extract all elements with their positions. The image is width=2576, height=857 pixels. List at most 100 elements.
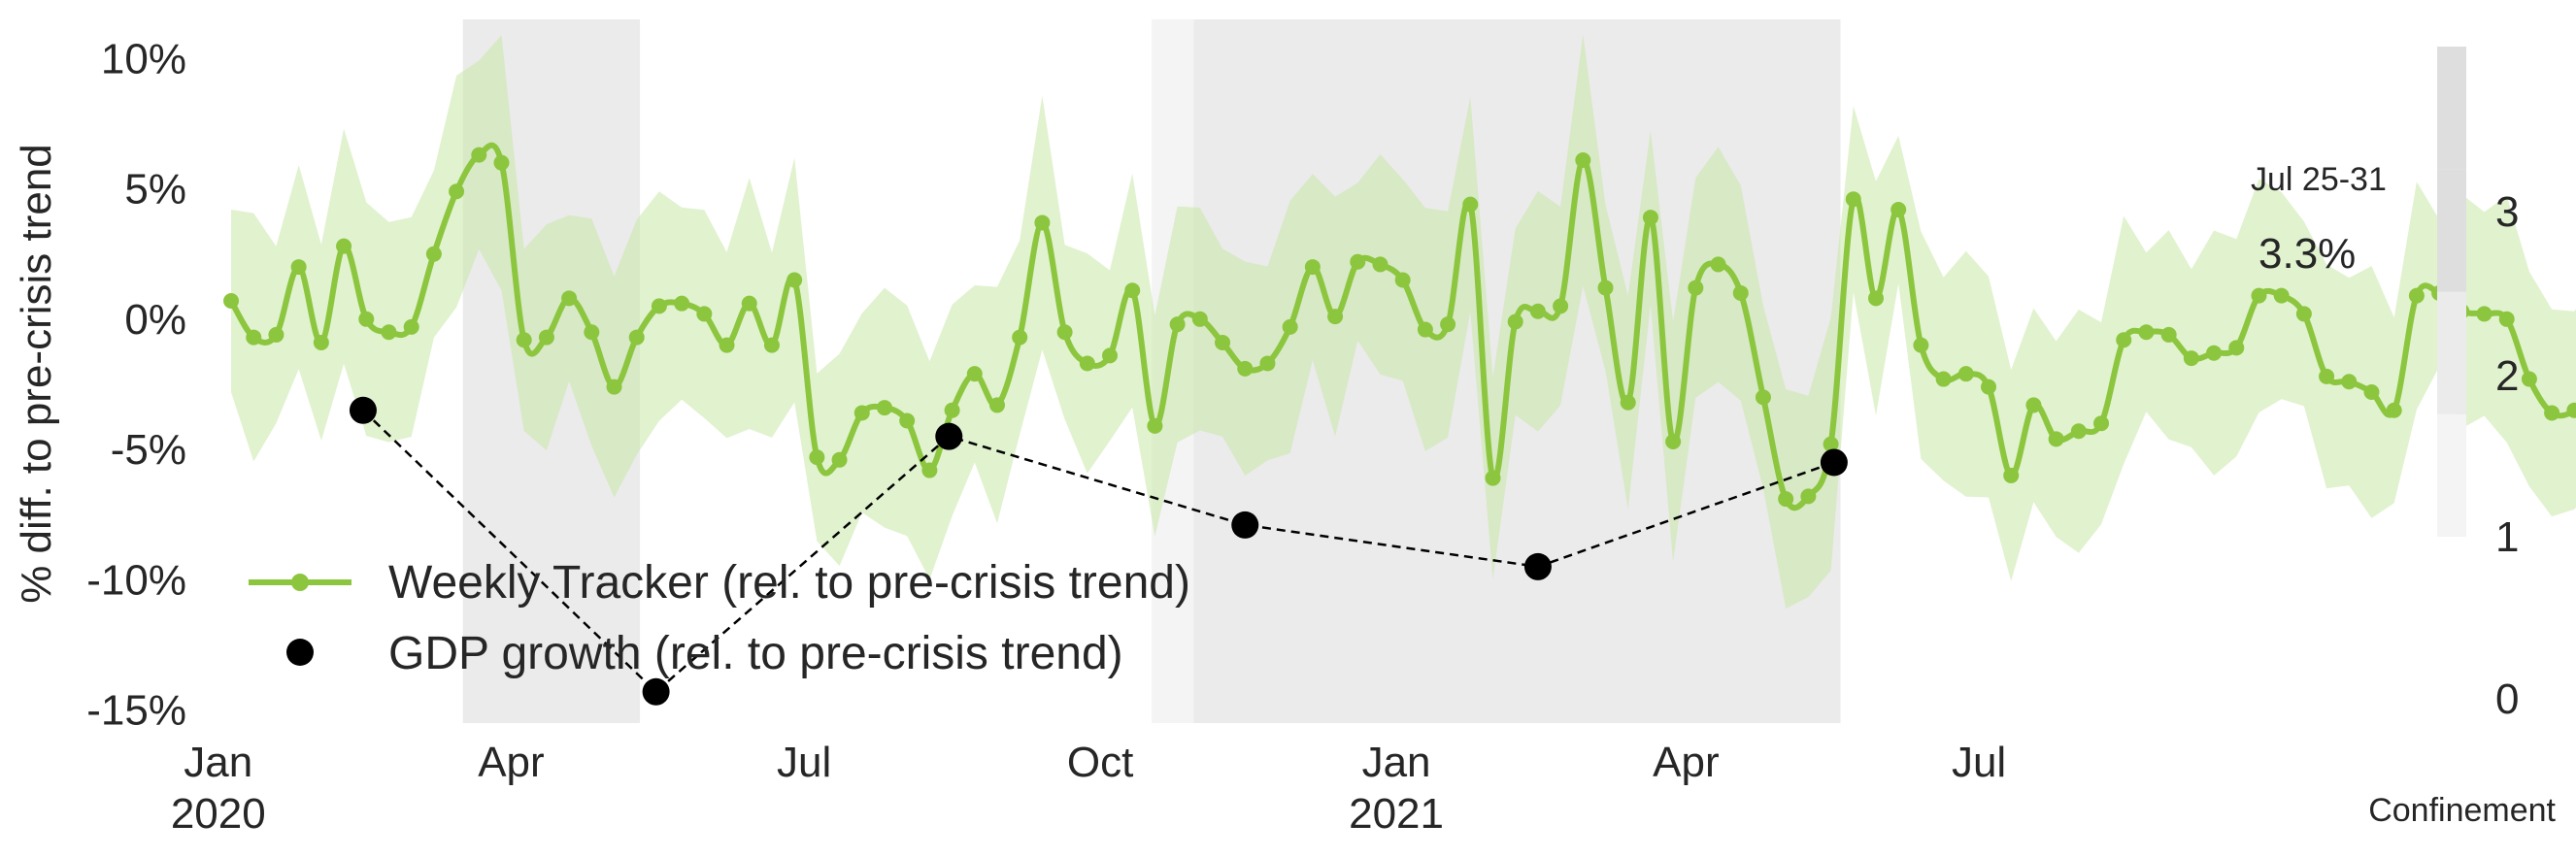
tracker-point-96: [2386, 402, 2402, 418]
legend: Weekly Tracker (rel. to pre-crisis trend…: [249, 557, 1190, 679]
colorbar-level-2: [2437, 291, 2466, 414]
tracker-point-58: [1529, 303, 1546, 319]
tracker-point-73: [1867, 290, 1884, 307]
tracker-point-102: [2521, 371, 2537, 387]
tracker-point-44: [1215, 334, 1231, 350]
tracker-point-41: [1147, 417, 1163, 434]
last-period-label: Jul 25-31: [2251, 161, 2387, 198]
gdp-point-3: [1231, 511, 1259, 539]
x-tick-label: Jan: [1362, 739, 1431, 786]
tracker-point-50: [1350, 253, 1366, 270]
colorbar-level-3: [2437, 169, 2466, 292]
x-tick-label: Jan: [184, 739, 252, 786]
tracker-point-83: [2093, 415, 2110, 432]
y-tick-label: -5%: [111, 426, 186, 474]
tracker-point-15: [561, 290, 578, 307]
tracker-point-40: [1124, 282, 1141, 299]
last-value-label: 3.3%: [2258, 230, 2356, 278]
y-axis-label: % diff. to pre-crisis trend: [13, 144, 60, 604]
y-tick-label: 10%: [101, 35, 186, 82]
tracker-point-87: [2183, 350, 2199, 367]
tracker-point-10: [449, 183, 465, 200]
tracker-point-89: [2228, 340, 2245, 356]
tracker-point-72: [1845, 191, 1861, 208]
legend-gdp-marker: [286, 639, 314, 666]
tracker-point-52: [1394, 272, 1411, 288]
tracker-point-27: [831, 451, 848, 468]
tracker-point-2: [268, 326, 284, 343]
tracker-point-34: [989, 397, 1005, 413]
tracker-point-28: [853, 405, 870, 421]
gdp-point-0: [349, 396, 377, 424]
tracker-point-66: [1710, 256, 1726, 273]
tracker-point-78: [1981, 379, 1997, 395]
tracker-point-53: [1417, 321, 1433, 338]
tracker-point-13: [516, 332, 532, 348]
tracker-point-92: [2295, 306, 2312, 322]
tracker-point-24: [763, 337, 780, 353]
tracker-line-group: [223, 142, 2576, 511]
colorbar-tick-label: 2: [2495, 352, 2519, 400]
colorbar-tick-label: 3: [2495, 188, 2519, 236]
x-tick-label: Apr: [1653, 739, 1719, 786]
tracker-point-14: [538, 329, 554, 346]
tracker-point-59: [1553, 298, 1569, 314]
tracker-point-25: [786, 272, 803, 288]
tracker-point-0: [223, 293, 240, 309]
tracker-point-29: [876, 400, 892, 416]
tracker-point-23: [741, 295, 757, 312]
tracker-point-51: [1372, 256, 1388, 273]
tracker-point-97: [2408, 287, 2425, 304]
gdp-point-1: [642, 677, 670, 706]
tracker-point-55: [1462, 196, 1479, 213]
gdp-point-4: [1523, 552, 1552, 580]
tracker-point-43: [1191, 311, 1208, 327]
tracker-point-74: [1890, 202, 1907, 218]
tracker-point-39: [1102, 347, 1119, 364]
tracker-point-35: [1012, 329, 1028, 346]
y-tick-label: -10%: [86, 556, 186, 604]
tracker-point-33: [966, 366, 983, 382]
tracker-point-57: [1507, 313, 1523, 330]
x-tick-label: Jul: [1952, 739, 2006, 786]
tracker-point-3: [290, 259, 307, 276]
y-tick-label: -15%: [86, 687, 186, 735]
colorbar-level-1: [2437, 413, 2466, 537]
colorbar-tick-label: 0: [2495, 676, 2519, 723]
tracker-point-7: [381, 324, 397, 341]
gdp-series-group: [349, 396, 1848, 706]
tracker-point-18: [628, 329, 645, 346]
tracker-point-26: [809, 449, 825, 466]
tracker-point-20: [674, 295, 690, 312]
tracker-point-94: [2341, 374, 2358, 390]
gdp-point-5: [1820, 448, 1848, 477]
colorbar-label: Confinement: [2368, 792, 2556, 829]
y-tick-label: 5%: [124, 166, 186, 214]
tracker-point-6: [358, 311, 375, 327]
tracker-point-61: [1597, 280, 1614, 296]
tracker-point-42: [1169, 316, 1186, 333]
tracker-point-4: [313, 334, 329, 350]
tracker-point-8: [403, 318, 419, 335]
tracker-point-12: [493, 154, 510, 171]
tracker-point-36: [1034, 214, 1051, 231]
x-tick-year-label: 2020: [171, 790, 266, 838]
gdp-dashed-line: [362, 409, 1835, 694]
tracker-point-82: [2070, 423, 2087, 440]
tracker-point-32: [944, 402, 960, 418]
tracker-point-54: [1440, 316, 1456, 333]
tracker-point-9: [425, 246, 442, 262]
tracker-point-79: [2003, 467, 2020, 483]
tracker-point-46: [1259, 355, 1276, 372]
y-tick-label: 0%: [124, 296, 186, 344]
tracker-point-48: [1304, 259, 1321, 276]
tracker-point-16: [584, 324, 600, 341]
tracker-point-100: [2476, 306, 2492, 322]
y-axis: 10% 5% 0% -5% -10% -15%: [86, 35, 186, 734]
tracker-point-95: [2363, 383, 2380, 400]
tracker-point-49: [1327, 309, 1344, 325]
tracker-point-45: [1237, 360, 1254, 377]
tracker-point-63: [1642, 210, 1658, 226]
tracker-point-70: [1800, 488, 1817, 505]
